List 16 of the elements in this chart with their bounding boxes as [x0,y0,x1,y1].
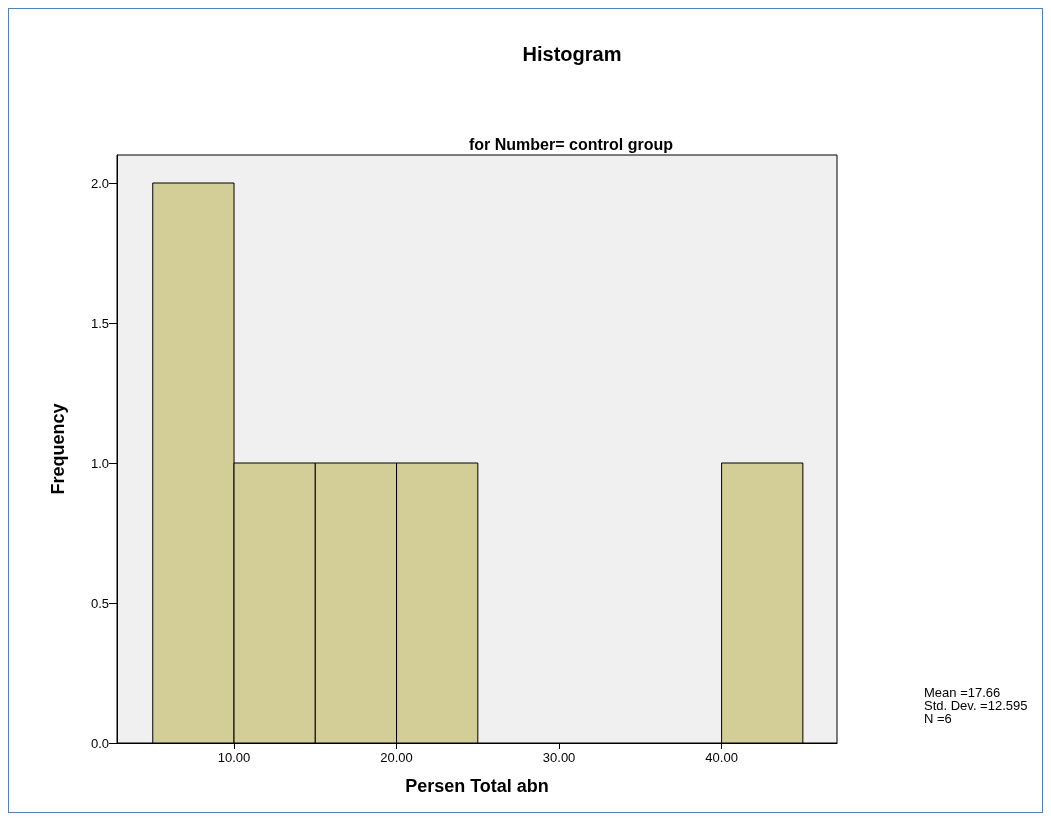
x-axis-title: Persen Total abn [405,776,549,796]
chart-subtitle: for Number= control group [469,135,674,153]
x-tick-label: 10.00 [217,750,251,765]
chart-title: Histogram [522,43,622,65]
text: Mean =17.66 [923,685,1001,700]
y-tick-label: 1.0 [90,455,109,471]
y-tick-label: 1.5 [90,315,109,331]
text: Std. Dev. =12.595 [924,698,1028,713]
y-axis-title: Frequency [48,403,68,495]
x-tick-label: 20.00 [380,750,413,765]
y-tick-label: 0.0 [90,735,109,751]
text: N =6 [924,711,952,726]
x-tick-label: 30.00 [542,750,576,765]
y-tick-label: 0.5 [90,595,109,611]
y-tick-label: 2.0 [90,175,109,191]
x-tick-label: 40.00 [705,750,738,765]
